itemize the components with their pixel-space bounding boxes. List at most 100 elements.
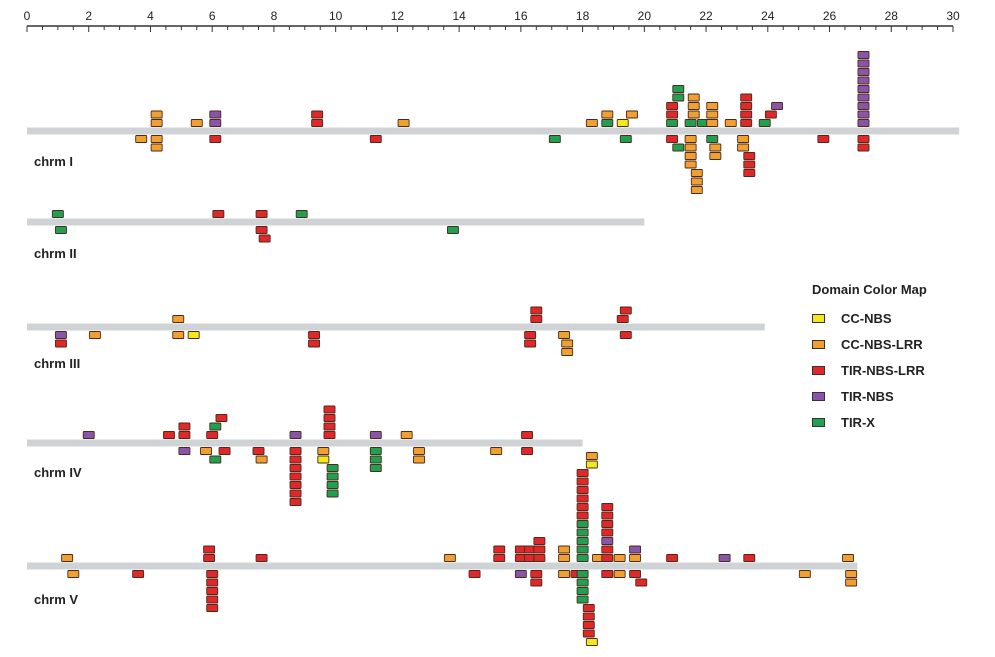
chromosome-bar [27, 218, 645, 226]
gene-marker-tir-nbs-lrr [289, 498, 302, 506]
gene-marker-cc-nbs-lrr [798, 570, 811, 578]
gene-marker-cc-nbs-lrr [317, 447, 330, 455]
gene-marker-tir-nbs [857, 102, 870, 110]
x-tick-label: 4 [147, 9, 154, 23]
gene-marker-cc-nbs-lrr [200, 447, 212, 455]
gene-marker-tir-nbs [857, 59, 870, 68]
gene-marker-cc-nbs-lrr [558, 554, 571, 562]
gene-marker-tir-nbs-lrr [576, 503, 589, 511]
gene-marker-tir-nbs-lrr [743, 169, 756, 177]
legend-item-tir-x: TIR-X [812, 409, 982, 435]
gene-marker-cc-nbs-lrr [629, 554, 642, 562]
gene-marker-tir-x [576, 578, 589, 587]
gene-marker-cc-nbs-lrr [684, 160, 697, 169]
gene-marker-tir-x [576, 587, 589, 595]
gene-marker-tir-x [666, 119, 679, 127]
gene-marker-cc-nbs [187, 331, 200, 339]
gene-marker-cc-nbs-lrr [684, 152, 697, 160]
legend-swatch-cc-nbs-lrr [812, 339, 825, 349]
gene-marker-tir-nbs-lrr [323, 422, 336, 431]
legend-item-tir-nbs-lrr: TIR-NBS-LRR [812, 357, 982, 383]
gene-marker-tir-nbs-lrr [666, 110, 679, 119]
gene-marker-tir-nbs-lrr [308, 339, 321, 348]
gene-marker-tir-nbs-lrr [206, 431, 219, 439]
gene-marker-cc-nbs-lrr [558, 331, 571, 339]
gene-marker-tir-nbs-lrr [582, 629, 595, 638]
gene-marker-cc-nbs-lrr [737, 135, 750, 143]
gene-marker-cc-nbs [585, 460, 598, 469]
gene-marker-tir-nbs-lrr [206, 578, 219, 587]
gene-marker-cc-nbs-lrr [709, 152, 722, 160]
x-tick-label: 20 [638, 9, 652, 23]
gene-marker-tir-nbs-lrr [323, 414, 336, 422]
gene-marker-tir-x [576, 554, 589, 562]
x-tick-label: 0 [24, 9, 31, 23]
gene-marker-cc-nbs-lrr [150, 135, 163, 143]
gene-marker-cc-nbs-lrr [706, 119, 719, 127]
gene-marker-cc-nbs-lrr [558, 570, 571, 578]
gene-marker-tir-nbs-lrr [530, 570, 543, 578]
gene-marker-cc-nbs-lrr [737, 143, 750, 152]
gene-marker-cc-nbs-lrr [687, 102, 700, 110]
gene-marker-tir-nbs-lrr [323, 431, 336, 439]
chromosome-label: chrm III [34, 356, 80, 371]
gene-marker-tir-nbs-lrr [178, 431, 191, 439]
gene-marker-tir-nbs-lrr [576, 494, 589, 503]
gene-marker-cc-nbs-lrr [626, 110, 638, 119]
gene-marker-tir-nbs-lrr [255, 210, 268, 218]
gene-marker-cc-nbs-lrr [613, 570, 626, 578]
gene-marker-tir-nbs-lrr [289, 481, 302, 489]
gene-marker-cc-nbs-lrr [687, 110, 700, 119]
legend-swatch-tir-x [812, 417, 825, 427]
gene-marker-tir-nbs-lrr [524, 339, 537, 348]
gene-marker-tir-nbs-lrr [666, 102, 679, 110]
gene-marker-tir-nbs-lrr [576, 477, 589, 486]
gene-marker-tir-nbs-lrr [743, 160, 756, 169]
gene-marker-cc-nbs-lrr [706, 102, 719, 110]
gene-marker-tir-nbs [857, 76, 870, 85]
legend-title: Domain Color Map [812, 282, 927, 297]
gene-marker-tir-nbs [857, 110, 870, 119]
gene-marker-tir-nbs-lrr [601, 520, 614, 528]
gene-marker-tir-nbs-lrr [206, 604, 219, 612]
gene-marker-tir-nbs-lrr [311, 110, 324, 119]
gene-marker-tir-nbs-lrr [743, 152, 756, 160]
gene-marker-tir-x [672, 85, 685, 93]
gene-marker-tir-nbs-lrr [468, 570, 481, 578]
chromosome-chrm-ii: chrm II [27, 210, 645, 261]
legend-label: TIR-NBS-LRR [841, 362, 925, 378]
gene-marker-tir-nbs-lrr [582, 604, 595, 612]
gene-marker-tir-nbs-lrr [743, 554, 756, 562]
chromosome-bar [27, 562, 858, 570]
gene-marker-tir-nbs-lrr [203, 554, 216, 562]
gene-marker-tir-nbs-lrr [289, 447, 302, 455]
gene-marker-tir-nbs-lrr [740, 93, 753, 102]
gene-marker-tir-x [209, 455, 222, 464]
gene-marker-cc-nbs-lrr [561, 339, 574, 348]
gene-marker-tir-nbs-lrr [601, 503, 614, 511]
gene-marker-tir-nbs-lrr [55, 339, 67, 348]
legend-swatch-tir-nbs-lrr [812, 365, 825, 375]
gene-marker-tir-nbs [514, 570, 527, 578]
chromosome-chrm-v: chrm V [27, 452, 858, 646]
gene-marker-tir-nbs-lrr [369, 135, 382, 143]
gene-marker-tir-nbs-lrr [206, 595, 219, 604]
gene-marker-tir-nbs-lrr [206, 587, 219, 595]
gene-marker-cc-nbs-lrr [443, 554, 456, 562]
gene-marker-tir-nbs [857, 119, 870, 127]
gene-marker-tir-x [706, 135, 719, 143]
gene-marker-cc-nbs-lrr [706, 110, 719, 119]
gene-marker-tir-nbs-lrr [666, 554, 679, 562]
x-tick-label: 24 [761, 9, 775, 23]
gene-marker-tir-x [51, 210, 64, 218]
gene-marker-tir-nbs [771, 102, 784, 110]
gene-marker-tir-nbs-lrr [289, 472, 302, 481]
gene-marker-tir-nbs-lrr [530, 306, 543, 315]
gene-marker-tir-nbs-lrr [521, 431, 533, 439]
legend-item-cc-nbs-lrr: CC-NBS-LRR [812, 331, 982, 357]
gene-marker-tir-nbs-lrr [533, 537, 546, 545]
x-tick-label: 12 [391, 9, 405, 23]
gene-marker-cc-nbs-lrr [687, 93, 700, 102]
x-tick-label: 8 [271, 9, 278, 23]
gene-marker-tir-x [576, 537, 589, 545]
